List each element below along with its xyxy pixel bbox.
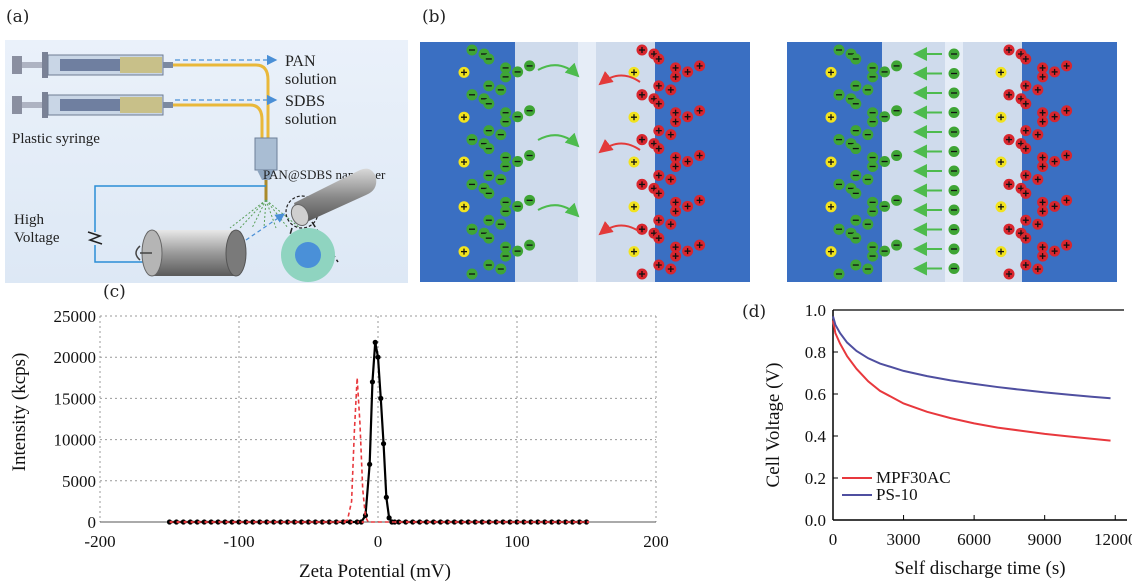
x-tick-label: 0 bbox=[374, 532, 383, 551]
y-tick-label: 0.4 bbox=[805, 427, 827, 446]
data-point bbox=[384, 495, 389, 500]
data-point bbox=[381, 441, 386, 446]
chart-d-ylabel: Cell Voltage (V) bbox=[763, 363, 784, 488]
y-tick-label: 1.0 bbox=[805, 301, 826, 320]
separator bbox=[578, 42, 596, 282]
label-plastic-syringe: Plastic syringe bbox=[12, 131, 100, 147]
label-voltage: Voltage bbox=[14, 230, 60, 246]
y-tick-label: 15000 bbox=[54, 389, 97, 408]
zeta-potential-chart: -200 -100 0 100 200 0 5000 10000 15000 20000 25000 bbox=[54, 307, 669, 551]
y-tick-label: 0.8 bbox=[805, 343, 826, 362]
data-point bbox=[378, 396, 383, 401]
y-tick-label: 10000 bbox=[54, 431, 97, 450]
panel-b: (b) bbox=[420, 7, 1117, 282]
data-point bbox=[362, 521, 365, 524]
panel-d-label: (d) bbox=[742, 302, 766, 322]
y-tick-label: 0.2 bbox=[805, 469, 826, 488]
y-tick-label: 0 bbox=[88, 513, 97, 532]
label-pan: PAN bbox=[285, 53, 316, 70]
x-tick-label: 9000 bbox=[1028, 530, 1062, 549]
cell-charging bbox=[420, 42, 750, 282]
label-pan-solution: solution bbox=[285, 71, 337, 88]
x-tick-label: 0 bbox=[829, 530, 838, 549]
data-point bbox=[367, 462, 372, 467]
label-sdbs-solution: solution bbox=[285, 111, 337, 128]
x-tick-label: -100 bbox=[223, 532, 254, 551]
series-line-1 bbox=[170, 378, 587, 522]
chart-d-xlabel: Self discharge time (s) bbox=[894, 558, 1065, 579]
x-tick-label: 100 bbox=[504, 532, 530, 551]
panel-c: (c) -200 -100 0 100 200 0 5000 10000 15000 20000 2… bbox=[9, 282, 669, 581]
x-tick-label: 6000 bbox=[957, 530, 991, 549]
panel-b-label: (b) bbox=[422, 7, 446, 27]
y-tick-label: 20000 bbox=[54, 348, 97, 367]
panel-a: (a) PAN solution SDBS bbox=[5, 7, 408, 283]
data-point bbox=[373, 340, 378, 345]
label-high: High bbox=[14, 212, 45, 228]
y-tick-label: 25000 bbox=[54, 307, 97, 326]
panel-c-label: (c) bbox=[103, 282, 126, 302]
legend-label: PS-10 bbox=[876, 485, 918, 504]
x-tick-label: 3000 bbox=[887, 530, 921, 549]
data-point bbox=[350, 521, 353, 524]
data-point bbox=[587, 521, 590, 524]
label-sdbs: SDBS bbox=[285, 93, 325, 110]
data-point bbox=[370, 379, 375, 384]
cell-charged bbox=[787, 42, 1117, 282]
x-tick-label: 200 bbox=[643, 532, 669, 551]
chart-c-ylabel: Intensity (kcps) bbox=[9, 353, 30, 472]
chart-c-xlabel: Zeta Potential (mV) bbox=[299, 561, 451, 581]
data-point bbox=[375, 355, 380, 360]
x-tick-label: -200 bbox=[84, 532, 115, 551]
y-tick-label: 0.6 bbox=[805, 385, 826, 404]
panel-a-label: (a) bbox=[6, 7, 29, 27]
collector-drum bbox=[136, 230, 246, 276]
y-tick-label: 5000 bbox=[62, 472, 96, 491]
y-tick-label: 0.0 bbox=[805, 511, 826, 530]
series-line-MPF30AC bbox=[833, 321, 1111, 441]
